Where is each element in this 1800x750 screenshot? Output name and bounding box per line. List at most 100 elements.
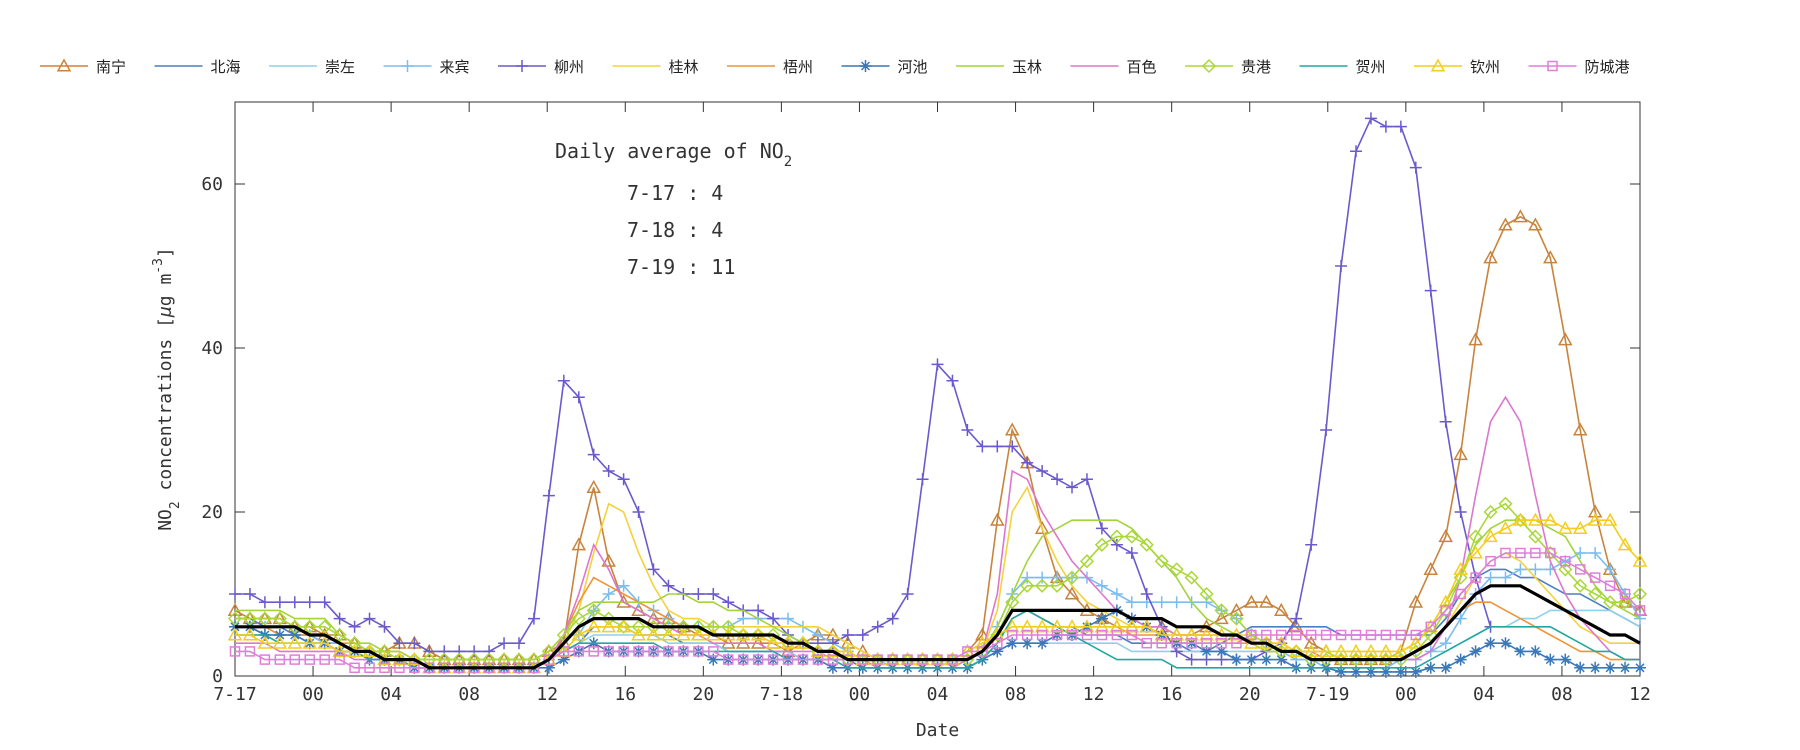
data-point-triangle — [1513, 512, 1528, 526]
x-tick-label: 20 — [1239, 684, 1261, 705]
data-point-square — [1290, 629, 1302, 641]
data-point-plus — [1574, 547, 1587, 559]
legend-item: 崇左 — [269, 58, 355, 76]
data-point-diamond — [1348, 652, 1364, 667]
data-point-triangle — [1468, 332, 1483, 346]
data-point-plus — [991, 440, 1004, 453]
data-point-plus — [1125, 596, 1138, 609]
data-point-plus — [1350, 145, 1363, 158]
data-point-square — [394, 662, 405, 674]
data-point-square — [1485, 555, 1496, 567]
x-tick-label: 00 — [302, 684, 324, 705]
data-point-star — [273, 629, 286, 641]
data-point-plus — [1320, 424, 1333, 436]
data-point-square — [1051, 629, 1063, 641]
data-point-plus — [841, 629, 854, 641]
data-point-triangle — [601, 619, 616, 633]
data-point-square — [1604, 580, 1616, 592]
data-point-square — [1036, 629, 1048, 641]
data-point-plus — [348, 620, 361, 633]
data-point-star — [1215, 645, 1228, 658]
data-point-plus — [811, 637, 824, 650]
axis-ticks: 0 20 40 60 7-17 00 04 08 12 16 20 7-18 00 04 08 12 16 20 7… — [201, 102, 1651, 705]
data-point-plus — [1155, 596, 1168, 609]
data-point-triangle — [586, 619, 601, 633]
data-point-square — [259, 654, 271, 665]
data-point-triangle — [661, 627, 676, 641]
data-point-triangle — [1274, 635, 1289, 649]
series-桂林 — [235, 485, 1640, 669]
data-point-triangle — [1483, 529, 1498, 543]
legend-label: 梧州 — [783, 58, 813, 76]
data-point-star — [1379, 665, 1392, 678]
data-point-plus — [1051, 571, 1064, 584]
data-point-square — [693, 646, 704, 657]
data-point-star — [1514, 645, 1527, 658]
data-point-square — [648, 646, 659, 657]
data-point-square — [573, 646, 585, 657]
x-tick-label: 00 — [849, 684, 871, 705]
data-point-plus — [1185, 653, 1198, 666]
series-lines — [227, 112, 1648, 678]
data-point-square — [797, 654, 809, 665]
data-point-diamond — [1109, 529, 1124, 544]
series-line — [235, 552, 1641, 669]
data-point-diamond — [1154, 554, 1169, 569]
data-point-square — [618, 646, 629, 657]
data-point-triangle — [646, 611, 661, 625]
data-point-square — [349, 662, 360, 674]
data-point-square — [737, 654, 749, 665]
data-point-diamond — [1139, 537, 1154, 552]
data-point-diamond — [526, 652, 541, 667]
data-point-triangle — [1453, 447, 1468, 461]
data-point-plus — [1305, 538, 1318, 551]
data-point-square — [1560, 555, 1571, 567]
data-point-diamond — [1201, 58, 1217, 74]
data-point-square — [827, 654, 839, 665]
data-point-diamond — [1214, 603, 1229, 618]
data-point-star — [1200, 645, 1213, 658]
data-point-diamond — [601, 611, 616, 626]
ylabel-mu: μ — [155, 306, 176, 318]
legend-item: 北海 — [154, 58, 241, 76]
data-point-star — [1245, 653, 1258, 666]
data-point-diamond — [511, 652, 527, 667]
legend-label: 河池 — [898, 58, 928, 76]
data-point-triangle — [1378, 643, 1394, 657]
data-point-plus — [401, 60, 414, 72]
data-point-diamond — [1363, 652, 1379, 667]
data-point-triangle — [586, 479, 601, 493]
data-point-star — [1544, 653, 1557, 666]
data-point-triangle — [1064, 586, 1080, 600]
data-point-plus — [288, 596, 301, 609]
data-point-plus — [1110, 538, 1123, 551]
data-point-plus — [1095, 579, 1108, 592]
data-point-triangle — [287, 635, 303, 649]
data-point-square — [1530, 547, 1541, 559]
data-point-plus — [826, 637, 839, 650]
data-point-plus — [557, 374, 570, 387]
data-point-plus — [542, 489, 555, 502]
data-point-diamond — [571, 611, 586, 626]
x-tick-label: 7-17 — [213, 684, 256, 705]
data-point-triangle — [1572, 520, 1588, 534]
data-point-plus — [767, 612, 780, 625]
data-point-square — [1141, 637, 1153, 649]
data-point-diamond — [1378, 652, 1393, 667]
data-point-triangle — [765, 635, 781, 649]
data-point-star — [1335, 665, 1348, 678]
data-point-triangle — [616, 619, 631, 633]
series-line — [235, 502, 1641, 661]
data-point-triangle — [1064, 619, 1080, 633]
data-point-triangle — [631, 602, 646, 616]
data-point-plus — [1589, 547, 1602, 559]
data-point-triangle — [1602, 512, 1618, 526]
data-point-square — [1634, 605, 1646, 616]
data-point-diamond — [302, 619, 317, 634]
data-point-triangle — [1468, 545, 1483, 559]
data-point-square — [1216, 637, 1227, 649]
data-point-square — [708, 646, 719, 657]
data-point-square — [1186, 637, 1197, 649]
data-point-triangle — [631, 627, 646, 641]
data-point-triangle — [1632, 553, 1648, 567]
